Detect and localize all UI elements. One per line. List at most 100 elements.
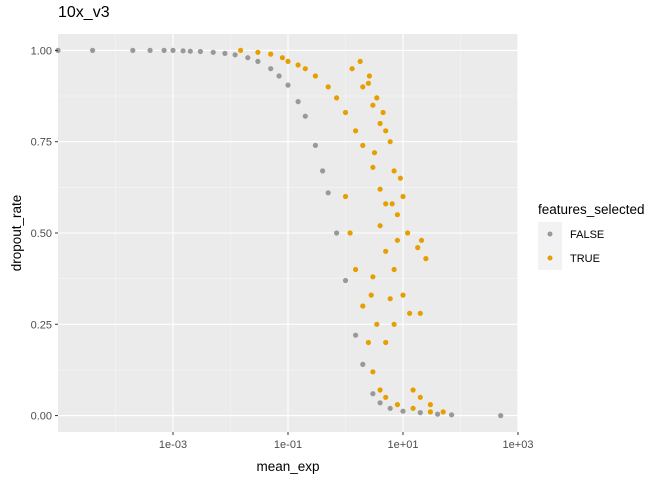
data-point: [147, 47, 153, 54]
legend-label-false: FALSE: [570, 229, 604, 241]
y-axis: 0.00 0.25 0.50 0.75 1.00: [31, 45, 58, 423]
data-point: [370, 391, 376, 397]
y-axis-title: dropout_rate: [9, 195, 24, 272]
legend-swatch-false: [547, 231, 553, 237]
data-point: [197, 48, 203, 55]
data-point: [387, 139, 393, 145]
y-tick-label: 0.25: [31, 319, 52, 331]
data-point: [342, 193, 349, 200]
data-point: [342, 277, 349, 284]
data-point: [302, 113, 308, 119]
data-point: [349, 66, 355, 72]
major-gridlines: [58, 34, 519, 432]
data-point: [435, 411, 441, 417]
data-point: [391, 168, 397, 174]
legend-title: features_selected: [538, 202, 645, 217]
data-point: [170, 47, 176, 54]
legend: features_selected FALSE TRUE: [538, 202, 645, 270]
data-point: [353, 128, 359, 134]
data-point: [342, 109, 349, 116]
data-point: [334, 95, 340, 101]
data-point: [360, 84, 366, 90]
data-point: [360, 361, 366, 367]
data-point: [302, 66, 308, 72]
data-point: [440, 409, 446, 415]
data-point: [418, 237, 425, 243]
data-point: [374, 321, 380, 327]
data-point: [325, 190, 331, 196]
data-point: [210, 49, 216, 55]
data-point: [394, 237, 400, 243]
data-point: [360, 303, 366, 309]
data-point: [295, 62, 301, 68]
data-point: [360, 142, 366, 148]
data-point: [387, 405, 393, 411]
data-point: [410, 387, 416, 393]
data-point: [370, 274, 376, 280]
data-point: [383, 394, 389, 400]
data-point: [377, 223, 383, 229]
data-point: [405, 230, 411, 236]
data-point: [387, 296, 393, 302]
data-point: [417, 310, 423, 316]
chart-title: 10x_v3: [58, 4, 110, 21]
data-point: [320, 168, 326, 174]
data-point: [353, 332, 359, 338]
data-point: [391, 321, 397, 327]
data-point: [427, 409, 433, 415]
data-point: [268, 51, 274, 57]
data-point: [394, 212, 400, 218]
data-point: [232, 52, 238, 58]
data-point: [377, 186, 383, 192]
x-axis: 1e-03 1e-01 1e+01 1e+03: [159, 432, 534, 451]
data-point: [394, 402, 400, 408]
data-point: [238, 47, 244, 54]
data-point: [377, 387, 383, 393]
data-point: [371, 150, 378, 156]
data-point: [377, 400, 383, 406]
data-point: [449, 412, 455, 418]
data-point: [400, 193, 406, 200]
y-tick-label: 1.00: [31, 45, 52, 57]
data-point: [279, 55, 285, 61]
data-point: [222, 50, 228, 57]
data-point: [417, 410, 423, 416]
data-point: [276, 73, 282, 79]
data-point: [334, 230, 340, 236]
data-point: [325, 84, 331, 90]
data-point: [357, 58, 363, 64]
data-point: [255, 49, 261, 55]
x-tick-label: 1e+03: [503, 439, 534, 451]
data-point: [255, 58, 261, 64]
series-false-points: [55, 47, 504, 419]
data-point: [415, 245, 421, 251]
data-point: [383, 201, 389, 207]
data-point: [400, 408, 406, 414]
data-point: [353, 266, 359, 273]
x-axis-title: mean_exp: [256, 459, 319, 474]
x-tick-label: 1e+01: [388, 439, 419, 451]
data-point: [417, 394, 423, 400]
data-point: [161, 47, 167, 54]
data-point: [370, 102, 376, 108]
data-point: [389, 201, 395, 207]
legend-label-true: TRUE: [570, 253, 600, 265]
data-point: [380, 109, 386, 116]
data-point: [391, 266, 397, 273]
data-point: [423, 256, 429, 262]
data-point: [285, 82, 291, 88]
data-point: [410, 405, 416, 411]
data-point: [370, 164, 376, 170]
data-point: [397, 175, 403, 181]
data-point: [365, 339, 371, 346]
data-point: [285, 58, 291, 64]
y-tick-label: 0.50: [31, 228, 52, 240]
data-point: [245, 55, 251, 61]
data-point: [383, 248, 389, 254]
series-true-points: [238, 47, 446, 415]
data-point: [268, 66, 274, 72]
data-point: [366, 73, 372, 79]
data-point: [365, 80, 371, 86]
data-point: [383, 128, 389, 134]
